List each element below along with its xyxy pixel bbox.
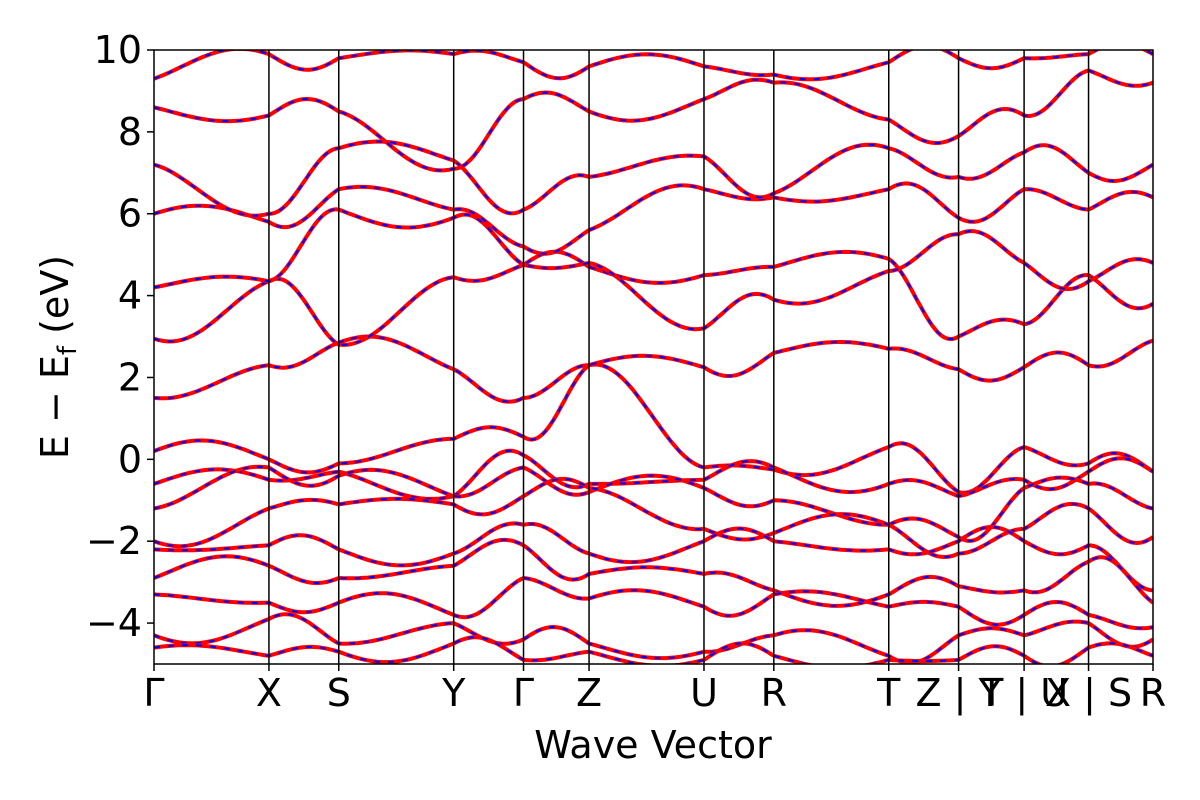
x-axis-label: Wave Vector [534,723,772,767]
x-tick-label: Y [441,671,466,715]
x-tick-label: X | S [1045,671,1132,716]
band-line-blue-dashed [154,335,1153,403]
band-line-blue-dashed [154,477,1153,559]
x-tick-label: S [327,671,351,715]
band-line-blue-dashed [154,538,1153,607]
y-tick-label: −4 [86,601,142,645]
band-line-red [154,50,1153,82]
y-tick-label: 4 [118,274,142,318]
x-tick-label: R [761,671,787,715]
band-line-red [154,362,1153,495]
y-tick-label: 2 [118,355,142,399]
x-tick-label: Z | Y [915,671,1002,716]
band-line-red [154,334,1153,404]
band-line-red [154,68,1153,173]
x-tick-label: U [690,671,718,715]
band-line-red [154,476,1153,560]
y-tick-label: −2 [86,519,142,563]
band-lines [154,50,1153,664]
x-tick-label: X [256,671,282,715]
x-tick-label: Z [576,671,602,715]
band-line-red [154,249,1153,347]
x-tick-label: R [1140,671,1166,715]
y-axis-ticks: −4 −2 0 2 4 6 8 10 [86,28,154,645]
band-line-red [154,207,1153,332]
x-tick-label: Γ [513,671,534,715]
kpoint-lines [268,50,1090,664]
band-line-blue-dashed [154,50,1153,81]
y-tick-label: 10 [94,28,142,72]
y-axis-label: E − Ef (eV) [33,255,83,459]
x-tick-label: Γ [143,671,164,715]
band-line-red [154,612,1153,664]
y-tick-label: 8 [118,110,142,154]
band-line-red [154,537,1153,608]
y-tick-label: 6 [118,192,142,236]
x-tick-label: T [876,671,901,715]
plot-frame [153,49,1154,665]
band-line-blue-dashed [154,69,1153,172]
x-tick-label: T | U [979,671,1068,716]
y-tick-label: 0 [118,437,142,481]
